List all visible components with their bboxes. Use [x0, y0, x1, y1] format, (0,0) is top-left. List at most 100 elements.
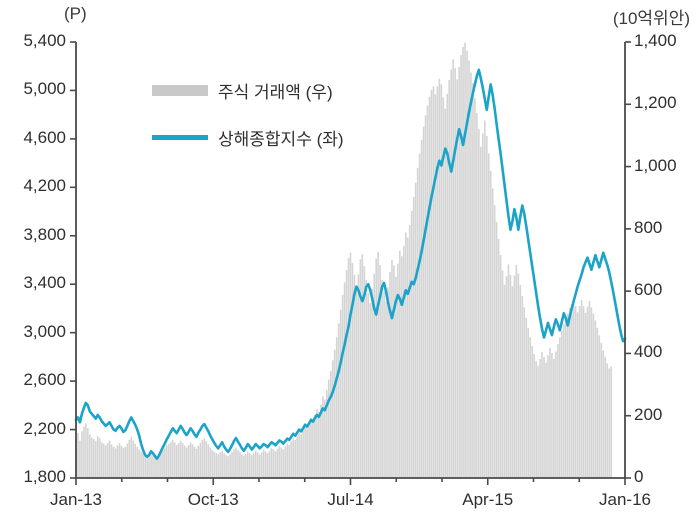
volume-bar — [270, 448, 273, 478]
volume-bar — [322, 396, 324, 478]
volume-bar — [430, 89, 433, 479]
volume-bar — [383, 291, 385, 478]
volume-bar — [545, 362, 547, 478]
volume-bar — [495, 222, 498, 478]
volume-bar — [476, 113, 478, 478]
volume-bar — [412, 197, 415, 478]
volume-bar — [81, 431, 83, 478]
volume-bar — [126, 443, 129, 478]
x-axis-tick-label: Oct-13 — [187, 490, 239, 509]
volume-bar — [187, 444, 190, 478]
left-axis-tick-label: 5,000 — [23, 79, 66, 99]
volume-bar — [361, 254, 364, 478]
volume-bar — [250, 454, 253, 478]
volume-bar — [539, 359, 541, 478]
volume-bar — [171, 440, 174, 478]
legend-item[interactable]: 상해종합지수 (좌) — [152, 125, 344, 150]
volume-bar — [450, 69, 453, 478]
volume-bar — [290, 441, 293, 478]
volume-bar — [191, 444, 194, 478]
volume-bar — [438, 78, 441, 478]
volume-bar — [292, 438, 295, 478]
volume-bar — [424, 115, 427, 478]
volume-bar — [525, 317, 528, 478]
volume-bar — [201, 440, 204, 478]
volume-bar — [339, 309, 342, 478]
volume-bar — [87, 428, 89, 478]
volume-bar — [572, 300, 575, 478]
volume-bar — [138, 449, 140, 478]
volume-bar — [345, 269, 348, 478]
volume-bar — [485, 136, 488, 479]
volume-bar — [164, 447, 166, 478]
volume-bar — [549, 347, 551, 478]
volume-bar — [288, 444, 291, 478]
volume-bar — [108, 440, 111, 478]
volume-bar — [501, 270, 504, 478]
volume-bar — [365, 279, 368, 478]
volume-bar — [326, 390, 328, 478]
volume-bar — [480, 146, 482, 478]
volume-bar — [566, 313, 569, 478]
volume-bar — [547, 355, 549, 478]
volume-bar — [284, 446, 287, 478]
left-axis-tick-label: 3,800 — [23, 224, 66, 244]
volume-bar — [209, 447, 212, 478]
left-axis-unit-label: (P) — [64, 4, 87, 23]
volume-bar — [100, 442, 103, 478]
volume-bar — [355, 287, 358, 478]
volume-bar — [389, 271, 391, 478]
volume-bar — [106, 443, 109, 478]
volume-bar — [286, 443, 289, 478]
volume-bar — [83, 426, 85, 478]
right-axis-tick-label: 1,400 — [634, 31, 677, 50]
volume-bar — [122, 448, 125, 478]
volume-bar — [533, 354, 535, 478]
volume-bar — [582, 306, 585, 478]
chart-legend: 주식 거래액 (우) 상해종합지수 (좌) — [152, 78, 344, 150]
volume-bar — [393, 265, 395, 478]
volume-bar — [248, 453, 251, 478]
volume-bar — [454, 68, 456, 478]
volume-bar — [580, 299, 583, 478]
volume-bar — [302, 430, 304, 478]
volume-bar — [197, 445, 200, 478]
volume-bar — [298, 432, 300, 478]
volume-bar — [523, 307, 526, 478]
volume-bar — [466, 50, 468, 478]
volume-bar — [440, 84, 443, 478]
volume-bar — [92, 439, 95, 478]
volume-bar — [162, 449, 164, 478]
right-axis-tick-label: 200 — [634, 404, 663, 424]
volume-bar — [519, 284, 522, 478]
volume-bar — [483, 120, 486, 478]
volume-bar — [416, 167, 419, 478]
volume-bar — [181, 443, 184, 478]
volume-bar — [351, 263, 354, 478]
volume-bar — [258, 454, 261, 478]
volume-bar — [357, 274, 360, 478]
volume-bar — [408, 225, 411, 478]
volume-bar — [515, 264, 518, 478]
volume-bar — [90, 437, 93, 478]
x-axis-tick-label: Jan-16 — [599, 490, 651, 509]
volume-bar — [207, 444, 210, 478]
volume-bar — [517, 273, 520, 478]
x-axis-tick-label: Apr-15 — [462, 490, 514, 509]
x-axis-tick-label: Jan-13 — [50, 490, 102, 509]
volume-bar — [460, 55, 462, 478]
volume-bar — [478, 129, 480, 478]
volume-bar — [112, 446, 115, 478]
volume-bar — [482, 133, 484, 478]
volume-bar — [231, 451, 233, 478]
volume-bar — [592, 313, 595, 478]
volume-bar — [464, 42, 466, 479]
legend-item[interactable]: 주식 거래액 (우) — [152, 78, 344, 103]
volume-bar — [369, 302, 372, 478]
volume-bar — [497, 238, 500, 478]
volume-bar — [327, 379, 330, 478]
volume-bar — [219, 452, 221, 478]
volume-bar — [373, 273, 375, 478]
volume-bar — [487, 153, 490, 479]
volume-bar — [304, 425, 306, 478]
